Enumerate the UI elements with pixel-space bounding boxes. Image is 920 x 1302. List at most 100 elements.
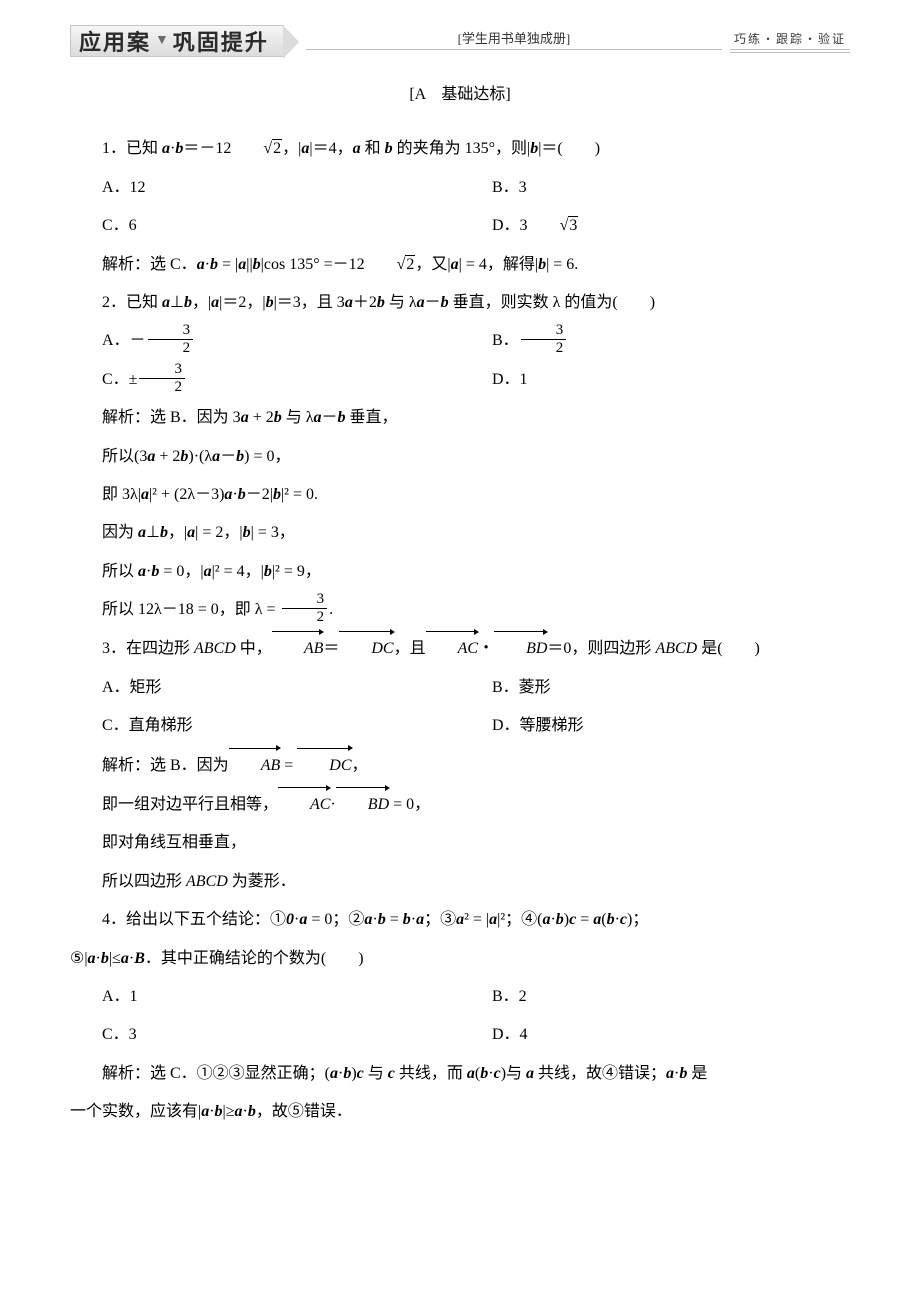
text: |² = 9， [272,563,321,580]
q1-opt-a: A．12 [70,169,460,207]
q1-solution: 解析：选 C．a·b = |a||b|cos 135° =－122，又|a| =… [70,246,850,284]
radicand: 2 [405,255,415,273]
vec-b: b [264,563,272,580]
text: 所以四边形 [102,873,186,890]
vec-a: a [88,950,96,967]
text: 共线，而 [395,1065,467,1082]
vec-a: a [353,140,361,157]
text: . [329,601,333,618]
text: |≥ [223,1103,235,1120]
banner-left: 应用案 ▼ 巩固提升 [70,25,284,57]
q3-opt-c: C．直角梯形 [70,707,460,745]
text: 所以 [102,563,138,580]
text: 解析：选 B．因为 3 [102,409,241,426]
text: ) = 0， [244,448,290,465]
text: ，故⑤错误． [256,1103,352,1120]
vec-b: b [184,294,192,311]
vec-ac: AC [426,629,478,668]
vec-a: a [187,524,195,541]
text: 即 3λ| [102,486,141,503]
text: 解析：选 C． [102,256,197,273]
q4-stem-1: 4．给出以下五个结论：①0·a = 0；②a·b = b·a；③a² = |a|… [70,901,850,939]
vec-a: a [121,950,129,967]
text: 垂直， [346,409,398,426]
vec-c: c [388,1065,395,1082]
vec-a: a [211,294,219,311]
vec-ab: AB [229,746,281,785]
vec-B: B [134,950,145,967]
radicand: 3 [568,216,578,234]
vec-b: b [530,140,538,157]
banner-mid-note: [学生用书单独成册] [458,31,571,46]
banner-title-left: 应用案 [79,25,151,57]
text: ；③ [424,911,456,928]
text: = [280,757,297,774]
text: A．－ [102,332,146,349]
text: 的夹角为 135°，则| [393,140,531,157]
q4-sol-2: 一个实数，应该有|a·b|≥a·b，故⑤错误． [70,1093,850,1131]
vec-a: a [345,294,353,311]
q4-stem-2: ⑤|a·b|≤a·B．其中正确结论的个数为( ) [70,940,850,978]
text: | = 4，解得| [459,256,538,273]
q2-opt-a: A．－32 [70,322,460,360]
vec-c: c [357,1065,364,1082]
banner-triangle-icon: ▼ [155,33,169,49]
vec-a: a [138,524,146,541]
vec-a: a [526,1065,534,1082]
vec-c: c [620,911,627,928]
text: 即一组对边平行且相等， [102,796,278,813]
text: )·(λ [188,448,212,465]
fraction: 32 [521,323,567,356]
text: 垂直，则实数 λ 的值为( ) [449,294,655,311]
text: ， [352,757,368,774]
q1-options: A．12 B．3 C．6 D．33 [70,169,850,246]
text: |＝3，且 3 [274,294,345,311]
text: = [386,911,403,928]
vec-b: b [248,1103,256,1120]
vec-ac: AC [278,785,330,824]
q2-stem: 2．已知 a⊥b，|a|＝2，|b|＝3，且 3a＋2b 与 λa－b 垂直，则… [70,284,850,322]
sqrt-icon: 3 [528,207,579,245]
text: |² = 0. [281,486,318,503]
text: ，| [192,294,211,311]
q2-options: A．－32 B．32 C．±32 D．1 [70,322,850,399]
vec-a: a [212,448,220,465]
text: = [576,911,593,928]
text: | = 2，| [195,524,242,541]
q3-sol-4: 所以四边形 ABCD 为菱形． [70,863,850,901]
text: C．± [102,371,137,388]
vec-b: b [266,294,274,311]
vec-a: a [330,1065,338,1082]
text: 为菱形． [228,873,296,890]
text: 共线，故④错误； [534,1065,666,1082]
text: )； [627,911,648,928]
vec-bd: BD [336,785,389,824]
text: ．其中正确结论的个数为( ) [145,950,364,967]
q3-stem: 3．在四边形 ABCD 中，AB＝DC，且AC・BD＝0，则四边形 ABCD 是… [70,629,850,668]
text: ，| [168,524,187,541]
vec-b: b [441,294,449,311]
vec-0: 0 [286,911,294,928]
q4-opt-d: D．4 [460,1016,850,1054]
text: － [425,294,441,311]
vec-b: b [538,256,546,273]
vec-c: c [494,1065,501,1082]
vec-a: a [451,256,459,273]
banner-mid: [学生用书单独成册] [306,32,722,50]
vec-b: b [101,950,109,967]
text: = | [218,256,238,273]
text: + 2 [249,409,274,426]
vec-dc: DC [339,629,393,668]
fraction: 32 [282,592,328,625]
section-head: [A 基础达标] [70,76,850,114]
text: | = 6. [546,256,578,273]
text: ＝－12 [183,140,231,157]
text: ⑤| [70,950,88,967]
q1-stem: 1．已知 a·b＝－122，|a|＝4，a 和 b 的夹角为 135°，则|b|… [70,130,850,168]
q4-opt-a: A．1 [70,978,460,1016]
q3-opt-d: D．等腰梯形 [460,707,850,745]
fraction: 32 [148,323,194,356]
vec-a: a [141,486,149,503]
text: |＝2，| [219,294,265,311]
text: ⊥ [170,294,184,311]
